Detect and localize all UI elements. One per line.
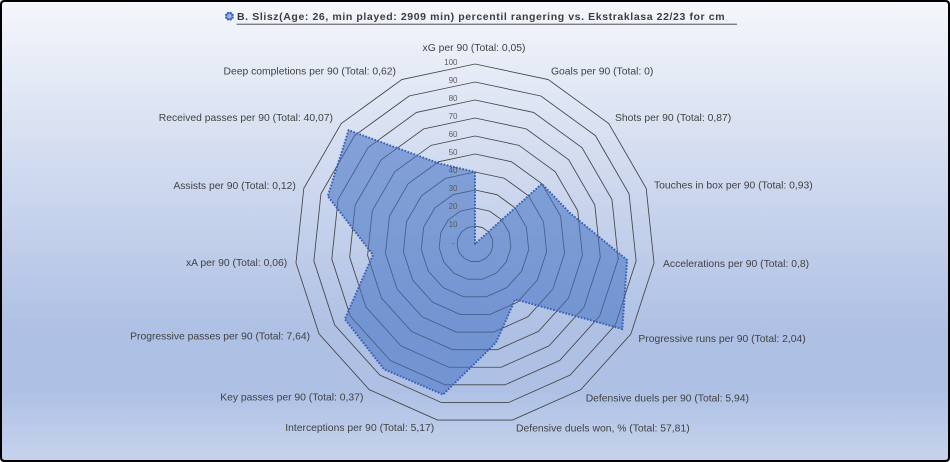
svg-text:70: 70 (449, 112, 458, 121)
svg-text:80: 80 (449, 94, 458, 103)
svg-text:Interceptions per 90 (Total: 5: Interceptions per 90 (Total: 5,17) (285, 423, 434, 434)
svg-text:50: 50 (449, 148, 458, 157)
svg-text:Shots per 90 (Total: 0,87): Shots per 90 (Total: 0,87) (615, 113, 731, 124)
svg-text:Progressive passes per 90 (Tot: Progressive passes per 90 (Total: 7,64) (130, 332, 310, 343)
svg-text:xG per 90 (Total: 0,05): xG per 90 (Total: 0,05) (423, 43, 526, 54)
svg-text:Received passes per 90 (Total:: Received passes per 90 (Total: 40,07) (159, 113, 333, 124)
svg-text:Touches in box per 90 (Total:: Touches in box per 90 (Total: 0,93) (654, 181, 813, 192)
svg-text:Assists per 90 (Total: 0,12): Assists per 90 (Total: 0,12) (173, 181, 295, 192)
svg-text:40: 40 (449, 166, 458, 175)
svg-text:30: 30 (449, 184, 458, 193)
svg-text:90: 90 (449, 76, 458, 85)
svg-text:Defensive duels won, % (Total:: Defensive duels won, % (Total: 57,81) (516, 424, 690, 435)
svg-text:Deep completions per 90 (Total: Deep completions per 90 (Total: 0,62) (224, 67, 397, 78)
svg-text:100: 100 (444, 58, 458, 67)
svg-text:B. Slisz(Age: 26, min played:: B. Slisz(Age: 26, min played: 2909 min) … (237, 11, 725, 23)
svg-text:-: - (452, 239, 455, 248)
svg-text:10: 10 (449, 220, 458, 229)
svg-text:Defensive duels per 90 (Total:: Defensive duels per 90 (Total: 5,94) (586, 393, 749, 404)
svg-text:20: 20 (449, 202, 458, 211)
svg-text:60: 60 (449, 130, 458, 139)
svg-text:Key passes per 90 (Total: 0,37: Key passes per 90 (Total: 0,37) (220, 392, 363, 403)
svg-text:Progressive runs per 90 (Total: Progressive runs per 90 (Total: 2,04) (638, 334, 805, 345)
svg-text:xA per 90 (Total: 0,06): xA per 90 (Total: 0,06) (186, 258, 287, 269)
svg-text:Goals per 90 (Total: 0): Goals per 90 (Total: 0) (551, 66, 653, 77)
svg-text:Accelerations per 90 (Total: 0: Accelerations per 90 (Total: 0,8) (663, 259, 809, 270)
